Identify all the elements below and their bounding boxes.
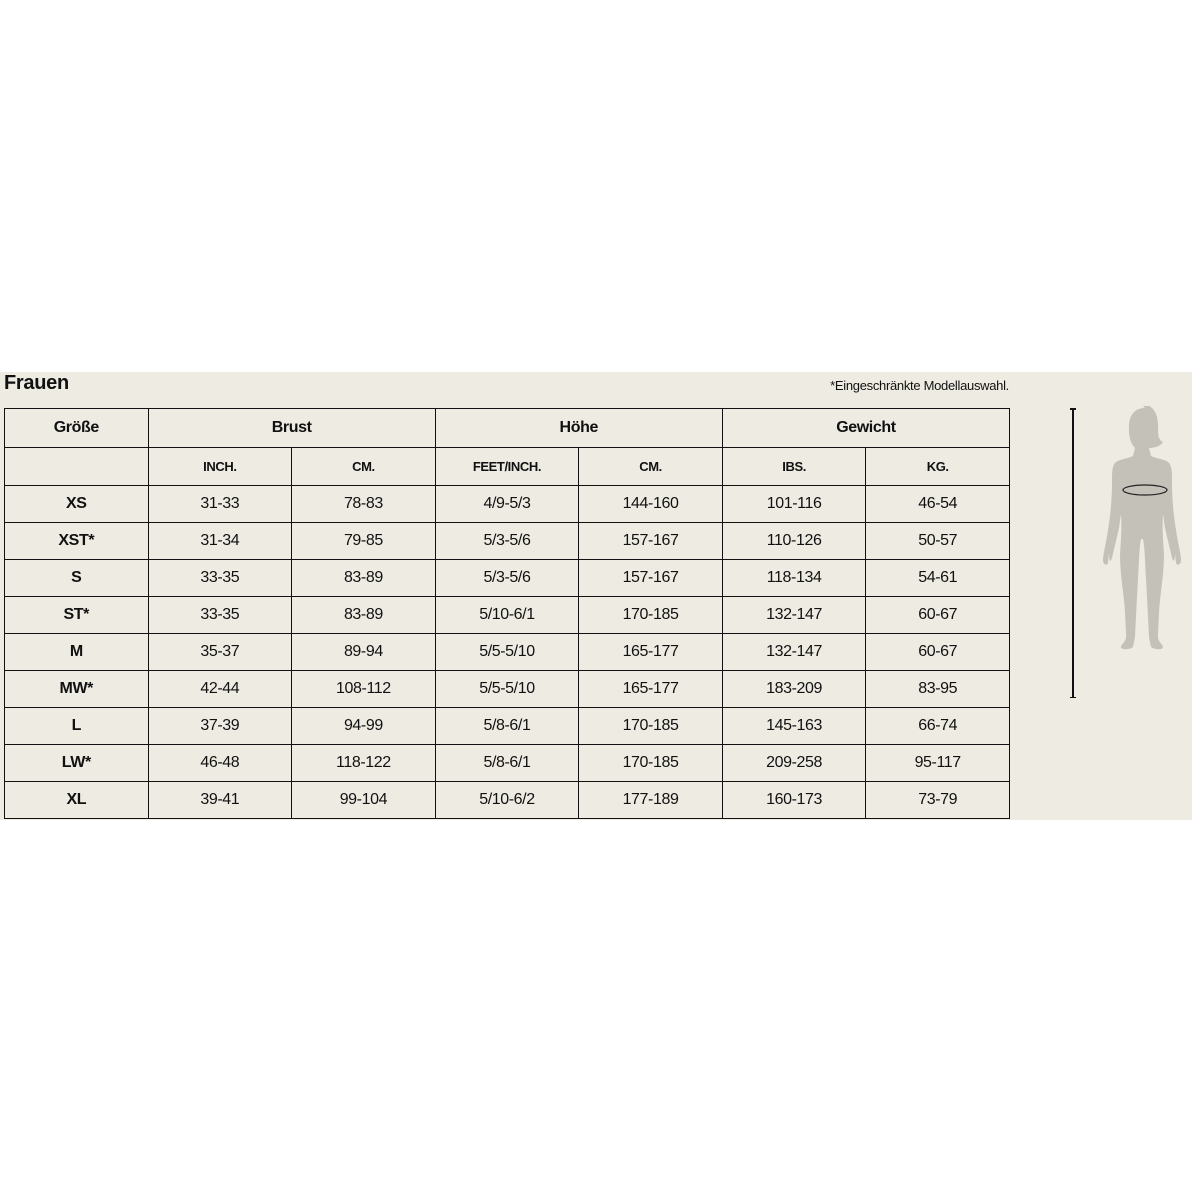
table-cell: 60-67 <box>865 633 1010 671</box>
table-cell: 73-79 <box>865 781 1010 819</box>
unit-row: INCH. CM. FEET/INCH. CM. IBS. KG. <box>4 447 1010 486</box>
size-label: ST* <box>4 596 149 634</box>
table-cell: 118-134 <box>721 559 867 597</box>
table-row: ST* 33-35 83-89 5/10-6/1 170-185 132-147 60-67 <box>4 596 1010 634</box>
table-row: XL 39-41 99-104 5/10-6/2 177-189 160-173 73-79 <box>4 781 1010 819</box>
table-cell: 5/10-6/1 <box>434 596 580 634</box>
unit-cell: FEET/INCH. <box>434 447 580 486</box>
table-cell: 35-37 <box>147 633 293 671</box>
table-cell: 157-167 <box>578 559 723 597</box>
table-cell: 5/5-5/10 <box>434 670 580 708</box>
table-cell: 183-209 <box>721 670 867 708</box>
table-cell: 5/8-6/1 <box>434 707 580 745</box>
table-cell: 110-126 <box>721 522 867 560</box>
table-row: S 33-35 83-89 5/3-5/6 157-167 118-134 54-61 <box>4 559 1010 597</box>
footnote: *Eingeschränkte Modellauswahl. <box>830 378 1009 393</box>
table-cell: 46-48 <box>147 744 293 782</box>
table-cell: 99-104 <box>291 781 436 819</box>
table-cell: 5/3-5/6 <box>434 522 580 560</box>
header-chest: Brust <box>147 408 436 448</box>
table-cell: 83-89 <box>291 559 436 597</box>
table-cell: 83-95 <box>865 670 1010 708</box>
table-cell: 33-35 <box>147 559 293 597</box>
size-table: Größe Brust Höhe Gewicht INCH. CM. FEET/… <box>4 408 1011 819</box>
table-cell: 5/3-5/6 <box>434 559 580 597</box>
table-cell: 60-67 <box>865 596 1010 634</box>
table-cell: 94-99 <box>291 707 436 745</box>
header-weight: Gewicht <box>721 408 1011 448</box>
table-cell: 144-160 <box>578 485 723 523</box>
table-cell: 31-34 <box>147 522 293 560</box>
size-label: XL <box>4 781 149 819</box>
unit-cell: CM. <box>291 447 436 486</box>
table-cell: 118-122 <box>291 744 436 782</box>
unit-cell: IBS. <box>721 447 867 486</box>
table-cell: 145-163 <box>721 707 867 745</box>
unit-cell <box>4 447 149 486</box>
table-cell: 66-74 <box>865 707 1010 745</box>
table-cell: 170-185 <box>578 596 723 634</box>
table-cell: 50-57 <box>865 522 1010 560</box>
table-cell: 170-185 <box>578 744 723 782</box>
table-cell: 79-85 <box>291 522 436 560</box>
table-cell: 78-83 <box>291 485 436 523</box>
table-row: M 35-37 89-94 5/5-5/10 165-177 132-147 60-67 <box>4 633 1010 671</box>
header-row: Größe Brust Höhe Gewicht <box>4 408 1011 448</box>
table-cell: 37-39 <box>147 707 293 745</box>
table-cell: 170-185 <box>578 707 723 745</box>
size-label: XS <box>4 485 149 523</box>
header-height: Höhe <box>434 408 723 448</box>
table-cell: 4/9-5/3 <box>434 485 580 523</box>
table-cell: 89-94 <box>291 633 436 671</box>
header-size: Größe <box>4 408 149 448</box>
table-cell: 39-41 <box>147 781 293 819</box>
body-silhouette-icon <box>1103 406 1181 650</box>
table-cell: 209-258 <box>721 744 867 782</box>
unit-cell: CM. <box>578 447 723 486</box>
chart-title: Frauen <box>4 372 69 394</box>
table-row: LW* 46-48 118-122 5/8-6/1 170-185 209-258 95-1… <box>4 744 1010 782</box>
table-cell: 83-89 <box>291 596 436 634</box>
size-label: L <box>4 707 149 745</box>
table-row: XS 31-33 78-83 4/9-5/3 144-160 101-116 46-54 <box>4 485 1010 523</box>
table-row: L 37-39 94-99 5/8-6/1 170-185 145-163 66-74 <box>4 707 1010 745</box>
table-cell: 165-177 <box>578 670 723 708</box>
table-cell: 108-112 <box>291 670 436 708</box>
size-label: MW* <box>4 670 149 708</box>
table-row: MW* 42-44 108-112 5/5-5/10 165-177 183-209 83-… <box>4 670 1010 708</box>
size-label: LW* <box>4 744 149 782</box>
table-cell: 160-173 <box>721 781 867 819</box>
table-cell: 5/5-5/10 <box>434 633 580 671</box>
table-cell: 54-61 <box>865 559 1010 597</box>
table-cell: 5/10-6/2 <box>434 781 580 819</box>
table-cell: 42-44 <box>147 670 293 708</box>
table-row: XST* 31-34 79-85 5/3-5/6 157-167 110-126 50-57 <box>4 522 1010 560</box>
table-cell: 46-54 <box>865 485 1010 523</box>
table-cell: 5/8-6/1 <box>434 744 580 782</box>
size-label: XST* <box>4 522 149 560</box>
table-cell: 177-189 <box>578 781 723 819</box>
table-cell: 132-147 <box>721 596 867 634</box>
table-cell: 165-177 <box>578 633 723 671</box>
height-measure-line <box>1070 408 1075 698</box>
table-cell: 33-35 <box>147 596 293 634</box>
size-label: S <box>4 559 149 597</box>
unit-cell: INCH. <box>147 447 293 486</box>
table-cell: 31-33 <box>147 485 293 523</box>
table-cell: 101-116 <box>721 485 867 523</box>
unit-cell: KG. <box>865 447 1010 486</box>
size-label: M <box>4 633 149 671</box>
table-cell: 157-167 <box>578 522 723 560</box>
table-cell: 132-147 <box>721 633 867 671</box>
table-cell: 95-117 <box>865 744 1010 782</box>
